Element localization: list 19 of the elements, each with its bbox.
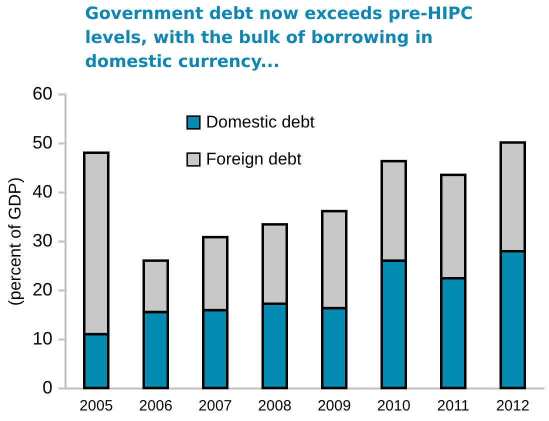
chart-title: Government debt now exceeds pre-HIPC levels, with the bulk of borrowing in domestic currency...: [85, 4, 473, 72]
x-tick-label: 2009: [318, 398, 351, 414]
x-tick-label: 2012: [496, 398, 530, 414]
y-axis-title: (percent of GDP): [5, 177, 24, 306]
x-tick-label: 2005: [80, 398, 113, 414]
x-tick-label: 2010: [377, 398, 410, 414]
x-tick-label: 2011: [437, 398, 470, 414]
y-tick-label: 40: [32, 182, 52, 202]
legend-label: Domestic debt: [206, 112, 315, 132]
x-tick-label: 2008: [258, 398, 292, 414]
y-tick-label: 50: [32, 132, 52, 152]
legend-label: Foreign debt: [206, 150, 302, 168]
y-tick-label: 30: [32, 230, 52, 250]
y-tick-label: 10: [32, 328, 52, 348]
y-tick-label: 20: [32, 280, 52, 300]
x-tick-label: 2006: [139, 398, 172, 414]
x-tick-label: 2007: [198, 398, 232, 414]
y-tick-label: 0: [42, 378, 52, 398]
y-tick-label: 60: [32, 84, 52, 104]
